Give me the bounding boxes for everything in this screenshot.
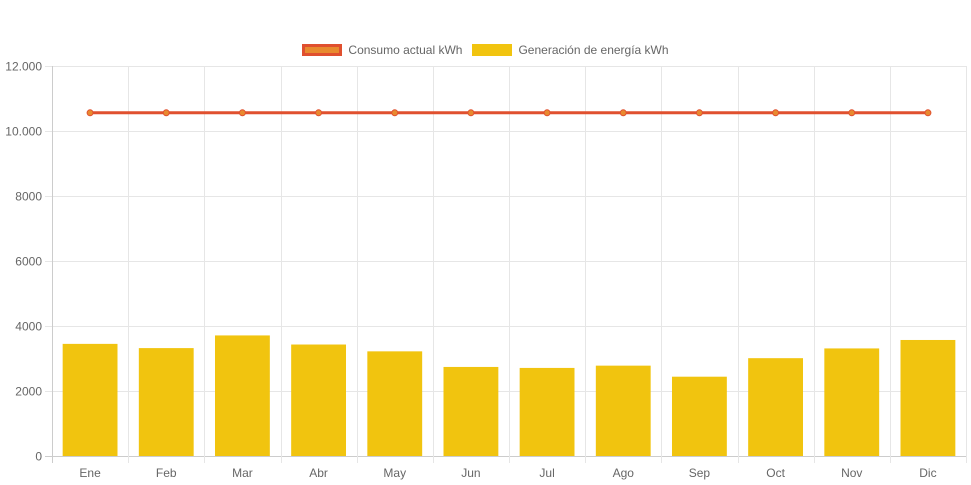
legend: Consumo actual kWh Generación de energía… (0, 40, 971, 60)
legend-swatch-generacion (472, 44, 513, 56)
bar-jun[interactable] (443, 366, 499, 456)
consumo-point-mar[interactable] (238, 109, 246, 117)
y-tick-label: 0 (35, 450, 42, 464)
y-tick-label: 10.000 (5, 125, 42, 139)
consumo-point-nov[interactable] (848, 109, 856, 117)
y-tick-label: 2000 (15, 385, 42, 399)
consumo-point-sep[interactable] (695, 109, 703, 117)
bar-oct[interactable] (748, 358, 804, 456)
x-tick-label: Nov (841, 466, 862, 480)
consumo-point-may[interactable] (391, 109, 399, 117)
legend-swatch-consumo (302, 44, 343, 56)
legend-item-consumo[interactable]: Consumo actual kWh (302, 43, 462, 57)
y-tick-label: 12.000 (5, 60, 42, 74)
x-tick-label: Feb (156, 466, 177, 480)
bar-jul[interactable] (519, 367, 575, 456)
consumo-point-ene[interactable] (86, 109, 94, 117)
x-tick-label: Ene (79, 466, 101, 480)
bar-nov[interactable] (824, 348, 880, 456)
bar-abr[interactable] (291, 344, 347, 456)
consumo-point-dic[interactable] (924, 109, 932, 117)
bar-feb[interactable] (138, 348, 194, 456)
bar-mar[interactable] (214, 335, 270, 456)
y-tick-label: 4000 (15, 320, 42, 334)
legend-label-consumo: Consumo actual kWh (348, 43, 463, 57)
x-tick-label: Jun (461, 466, 480, 480)
consumo-point-jun[interactable] (467, 109, 475, 117)
bar-ago[interactable] (595, 365, 651, 456)
x-tick-label: Oct (766, 466, 785, 480)
x-tick-label: Dic (919, 466, 936, 480)
legend-label-generacion: Generación de energía kWh (518, 43, 669, 57)
consumo-point-jul[interactable] (543, 109, 551, 117)
bar-may[interactable] (367, 351, 423, 456)
consumo-point-abr[interactable] (315, 109, 323, 117)
x-tick-label: Mar (232, 466, 253, 480)
bar-sep[interactable] (671, 376, 727, 456)
x-tick-label: May (383, 466, 406, 480)
y-tick-label: 8000 (15, 190, 42, 204)
x-tick-label: Ago (613, 466, 635, 480)
bar-ene[interactable] (62, 343, 118, 456)
x-tick-label: Sep (689, 466, 711, 480)
x-tick-label: Jul (539, 466, 554, 480)
y-tick-label: 6000 (15, 255, 42, 269)
legend-item-generacion[interactable]: Generación de energía kWh (472, 43, 669, 57)
bar-dic[interactable] (900, 339, 956, 456)
x-tick-label: Abr (309, 466, 328, 480)
consumo-point-feb[interactable] (162, 109, 170, 117)
consumo-point-ago[interactable] (619, 109, 627, 117)
consumo-point-oct[interactable] (772, 109, 780, 117)
